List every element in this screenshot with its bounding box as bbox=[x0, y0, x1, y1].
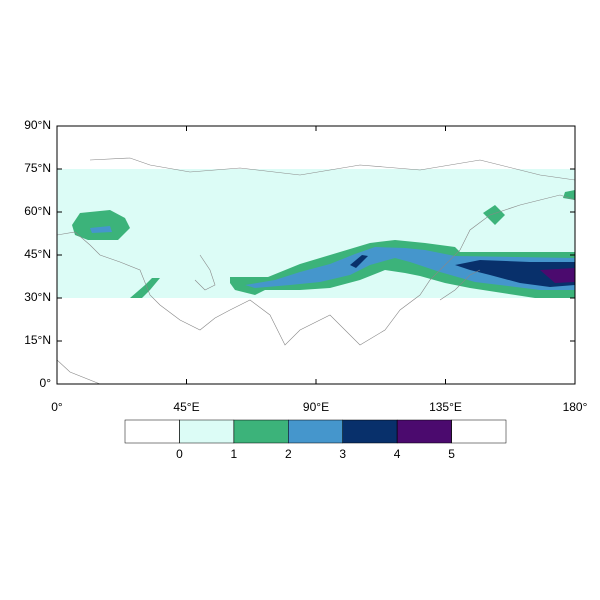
coastlines bbox=[57, 157, 575, 384]
colorbar-label: 1 bbox=[231, 447, 238, 461]
contour-region bbox=[455, 260, 575, 287]
contour-region bbox=[540, 268, 575, 283]
colorbar-label: 4 bbox=[394, 447, 401, 461]
contour-region bbox=[483, 205, 505, 225]
colorbar-label: 0 bbox=[176, 447, 183, 461]
y-tick-label: 45°N bbox=[24, 247, 51, 261]
x-tick-label: 135°E bbox=[429, 400, 462, 414]
colorbar-label: 2 bbox=[285, 447, 292, 461]
y-tick-label: 60°N bbox=[24, 204, 51, 218]
colorbar-box bbox=[396, 419, 452, 444]
contour-region bbox=[350, 255, 368, 268]
y-tick-label: 90°N bbox=[24, 118, 51, 132]
colorbar-box bbox=[179, 419, 235, 444]
contour-region bbox=[72, 210, 130, 240]
y-tick-label: 75°N bbox=[24, 161, 51, 175]
contour-region bbox=[563, 190, 575, 200]
contour-region bbox=[130, 278, 160, 298]
colorbar-label: 5 bbox=[448, 447, 455, 461]
colorbar-box bbox=[233, 419, 289, 444]
x-tick-label: 180° bbox=[563, 400, 588, 414]
contour-region bbox=[90, 226, 112, 233]
contour-fill bbox=[57, 157, 575, 384]
colorbar-box bbox=[451, 419, 507, 444]
x-tick-label: 0° bbox=[51, 400, 63, 414]
colorbar-box bbox=[342, 419, 398, 444]
y-tick-label: 15°N bbox=[24, 333, 51, 347]
colorbar-label: 3 bbox=[339, 447, 346, 461]
x-tick-label: 90°E bbox=[303, 400, 329, 414]
colorbar-box bbox=[288, 419, 343, 444]
x-tick-label: 45°E bbox=[173, 400, 199, 414]
colorbar-box bbox=[124, 419, 180, 444]
y-tick-label: 0° bbox=[40, 376, 52, 390]
contour-region bbox=[245, 247, 575, 290]
y-tick-label: 30°N bbox=[24, 290, 51, 304]
